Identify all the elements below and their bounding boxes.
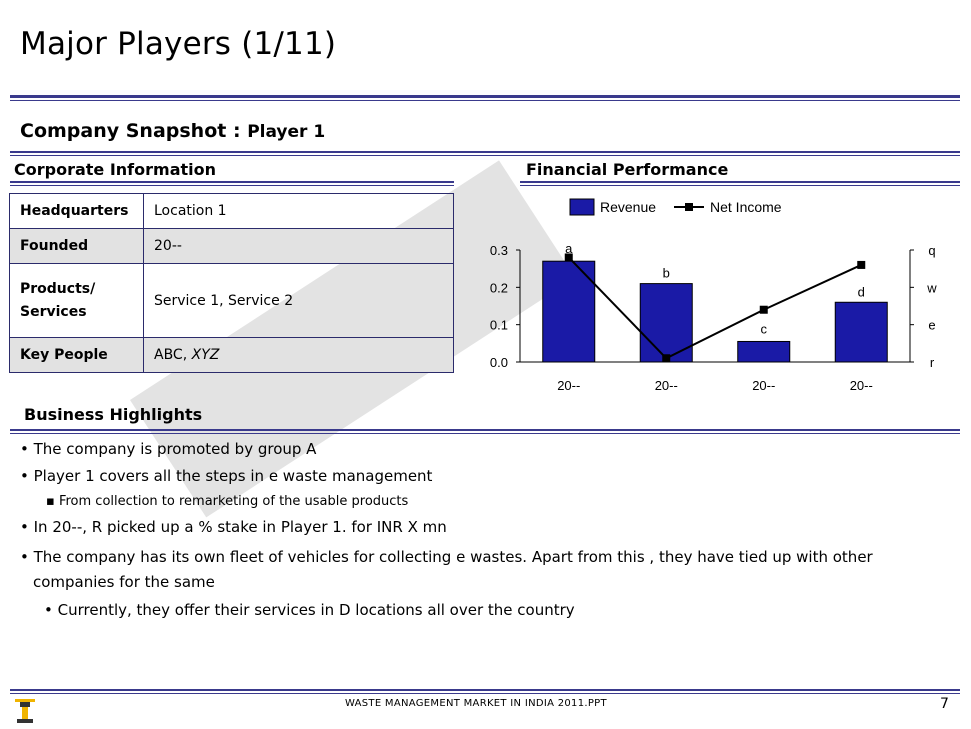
bullet-icon: • [20,467,34,485]
x-tick-label: 20-- [752,378,775,393]
table-key: Key People [9,337,144,373]
bullet-icon: • [20,548,34,566]
legend-net-income-marker [685,203,693,211]
page-number: 7 [940,696,949,712]
table-value: Service 1, Service 2 [143,263,454,338]
table-value: ABC, XYZ [143,337,454,373]
bar-revenue [737,340,791,363]
financial-heading-rule [520,181,960,183]
title-divider [10,95,960,98]
y-tick-label: 0.1 [490,318,508,333]
x-tick-label: 20-- [557,378,580,393]
subtitle-divider [10,151,960,153]
net-income-point [759,305,768,314]
business-highlights-heading: Business Highlights [24,405,203,424]
page-title: Major Players (1/11) [20,26,337,62]
y2-tick-label: e [928,318,935,333]
x-tick-label: 20-- [850,378,873,393]
key-people-value-italic: XYZ [191,347,220,363]
list-item: ▪ From collection to remarketing of the … [46,489,408,515]
list-item: • In 20--, R picked up a % stake in Play… [20,514,447,540]
list-item: • The company has its own fleet of vehic… [20,544,873,570]
y2-tick-label: w [926,280,937,295]
player-name: Player 1 [247,122,326,142]
table-row: Headquarters Location 1 [9,193,454,229]
financial-performance-heading: Financial Performance [526,160,729,179]
list-item: • Player 1 covers all the steps in e was… [20,463,432,489]
table-key: Products/ Services [9,263,144,338]
company-snapshot-heading: Company Snapshot : Player 1 [20,120,325,142]
corporate-heading-rule [10,181,454,183]
list-item: • The company is promoted by group A [20,436,316,462]
list-item-text: companies for the same [33,573,215,591]
list-item-text: Currently, they offer their services in … [57,601,575,619]
bar-revenue [542,260,596,363]
financial-performance-chart: 0.0 r 0.1 e 0.2 w 0.3 q a 20-- b 20-- c 20-- d 20-- Reve… [490,198,937,393]
net-income-point [857,260,866,269]
table-value: 20-- [143,228,454,264]
footer-document-name: WASTE MANAGEMENT MARKET IN INDIA 2011.PP… [345,698,607,709]
bar-data-label: b [663,266,670,281]
net-income-line [568,256,862,360]
subtitle-divider-thin [10,155,960,156]
bullet-icon: • [44,601,58,619]
list-item-text: In 20--, R picked up a % stake in Player… [33,518,447,536]
bar-data-label: d [858,284,865,299]
bar-data-label: c [761,321,768,336]
financial-heading-rule-thin [520,185,960,186]
list-item: • Currently, they offer their services i… [44,597,575,623]
y-tick-label: 0.0 [490,355,508,370]
list-item-text: From collection to remarketing of the us… [58,494,409,509]
corporate-info-table: Headquarters Location 1 Founded 20-- Pro… [9,193,454,373]
y2-tick-label: q [928,243,935,258]
highlights-rule-thin [10,433,960,434]
bar-revenue [834,301,888,363]
legend-revenue-swatch [569,198,595,216]
bullet-icon: • [20,440,34,458]
snapshot-label: Company Snapshot : [20,120,241,142]
legend-revenue-label: Revenue [600,199,656,215]
list-item-text: Player 1 covers all the steps in e waste… [33,467,433,485]
highlights-rule [10,429,960,431]
y-tick-label: 0.3 [490,243,508,258]
lighthouse-logo-icon [12,697,38,725]
table-row: Founded 20-- [9,228,454,264]
table-key: Founded [9,228,144,264]
y-tick-label: 0.2 [490,280,508,295]
list-item-text: The company is promoted by group A [33,440,317,458]
net-income-point [564,253,573,262]
list-item-text: The company has its own fleet of vehicle… [33,548,873,566]
bar-data-label: a [565,241,573,256]
bullet-icon: • [20,518,34,536]
list-item-continuation: companies for the same [33,569,215,595]
table-row: Key People ABC, XYZ [9,337,454,373]
corporate-heading-rule-thin [10,185,454,186]
footer-rule-thin [10,693,960,694]
footer-rule [10,689,960,691]
square-bullet-icon: ▪ [46,494,59,509]
table-key: Headquarters [9,193,144,229]
x-tick-label: 20-- [655,378,678,393]
legend-net-income-label: Net Income [710,199,782,215]
title-divider-thin [10,100,960,101]
table-value: Location 1 [143,193,454,229]
corporate-info-heading: Corporate Information [14,160,216,179]
y2-tick-label: r [930,355,935,370]
key-people-value: ABC, [154,347,188,363]
net-income-point [662,354,671,363]
table-row: Products/ Services Service 1, Service 2 [9,263,454,338]
